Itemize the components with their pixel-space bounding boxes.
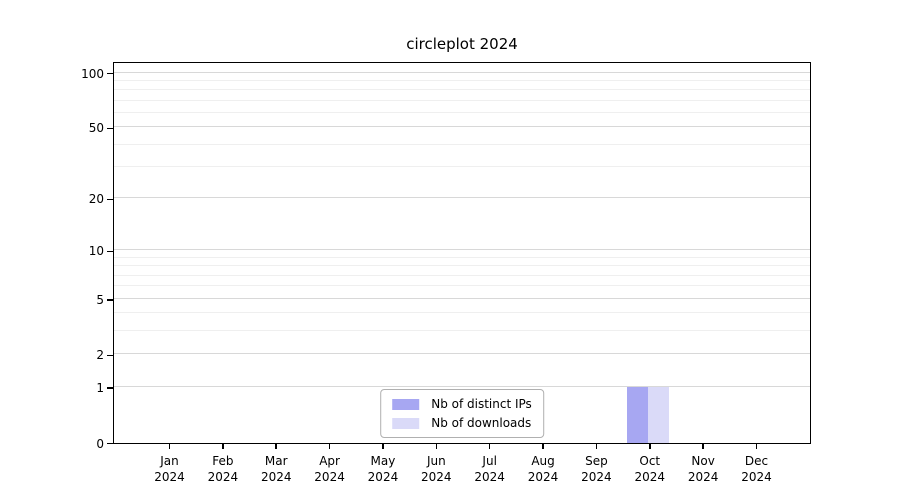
x-tick-mark bbox=[595, 443, 598, 449]
gridline-minor bbox=[114, 143, 810, 145]
y-tick-label: 5 bbox=[96, 292, 104, 307]
gridline-minor bbox=[114, 285, 810, 287]
gridline-minor bbox=[114, 330, 810, 332]
y-tick-mark bbox=[106, 442, 113, 445]
gridline-major bbox=[114, 197, 810, 199]
x-tick-month: Nov bbox=[691, 454, 715, 468]
x-tick-label: Mar 2024 bbox=[244, 453, 308, 485]
x-tick-year: 2024 bbox=[207, 470, 239, 484]
gridline-major bbox=[114, 126, 810, 128]
x-tick-label: Jun 2024 bbox=[404, 453, 468, 485]
x-tick-month: May bbox=[370, 454, 396, 468]
gridline-major bbox=[114, 385, 810, 387]
chart-title: circleplot 2024 bbox=[406, 35, 518, 53]
bar-nb-of-distinct-ips bbox=[627, 387, 649, 443]
legend-swatch-icon bbox=[392, 417, 420, 429]
x-tick-year: 2024 bbox=[421, 470, 452, 484]
legend: Nb of distinct IPs Nb of downloads bbox=[380, 389, 544, 438]
x-tick-year: 2024 bbox=[367, 470, 399, 484]
x-tick-mark bbox=[702, 443, 704, 449]
y-tick-label: 2 bbox=[96, 348, 104, 363]
gridline-major bbox=[114, 353, 810, 355]
x-tick-year: 2024 bbox=[687, 470, 719, 484]
plot-area: Nb of distinct IPs Nb of downloads 100 50 2… bbox=[81, 62, 811, 484]
x-tick-month: Sep bbox=[585, 454, 608, 468]
y-tick-label: 100 bbox=[81, 66, 104, 81]
x-tick-year: 2024 bbox=[741, 470, 772, 484]
y-tick-mark bbox=[106, 127, 113, 130]
y-tick-mark bbox=[106, 354, 113, 357]
y-tick-label: 1 bbox=[96, 380, 104, 395]
x-tick-month: Dec bbox=[744, 454, 769, 468]
y-tick-mark bbox=[106, 198, 113, 201]
legend-row: Nb of distinct IPs bbox=[392, 397, 532, 411]
x-tick-year: 2024 bbox=[474, 470, 505, 484]
x-tick-year: 2024 bbox=[314, 470, 345, 484]
x-tick-label: Dec 2024 bbox=[725, 453, 789, 485]
x-tick-month: Mar bbox=[264, 454, 288, 468]
gridline-minor bbox=[114, 166, 810, 168]
gridline-minor bbox=[114, 312, 810, 314]
x-tick-label: Jul 2024 bbox=[458, 453, 522, 485]
x-tick-label: Sep 2024 bbox=[564, 453, 628, 485]
x-tick-label: Jan 2024 bbox=[138, 453, 202, 485]
gridline-minor bbox=[114, 111, 810, 113]
y-tick-mark bbox=[106, 72, 113, 75]
x-tick-mark bbox=[382, 443, 384, 449]
gridline-minor bbox=[114, 79, 810, 81]
x-tick-month: Apr bbox=[319, 454, 340, 468]
gridline-major bbox=[114, 71, 810, 73]
gridline-major bbox=[114, 249, 810, 251]
gridline-minor bbox=[114, 256, 810, 258]
x-tick-month: Aug bbox=[531, 454, 555, 468]
x-tick-mark bbox=[275, 443, 277, 449]
x-tick-month: Jul bbox=[482, 454, 497, 468]
x-tick-year: 2024 bbox=[581, 470, 612, 484]
x-tick-month: Jun bbox=[426, 454, 446, 468]
x-tick-year: 2024 bbox=[527, 470, 559, 484]
x-tick-year: 2024 bbox=[634, 470, 666, 484]
x-tick-year: 2024 bbox=[154, 470, 185, 484]
legend-label: Nb of distinct IPs bbox=[431, 397, 532, 411]
x-tick-label: Nov 2024 bbox=[671, 453, 735, 485]
gridline-minor bbox=[114, 99, 810, 101]
x-tick-mark bbox=[168, 443, 171, 449]
x-tick-month: Oct bbox=[639, 454, 661, 468]
plot-inner bbox=[114, 63, 810, 443]
y-tick-mark bbox=[106, 387, 113, 389]
x-tick-mark bbox=[755, 443, 758, 449]
y-tick-label: 10 bbox=[88, 244, 104, 259]
x-tick-label: May 2024 bbox=[351, 453, 415, 485]
x-tick-mark bbox=[542, 443, 544, 449]
x-tick-month: Jan bbox=[160, 454, 179, 468]
legend-swatch-icon bbox=[392, 398, 420, 410]
legend-row: Nb of downloads bbox=[392, 416, 532, 430]
x-tick-year: 2024 bbox=[260, 470, 292, 484]
y-tick-label: 0 bbox=[96, 436, 104, 451]
y-tick-mark bbox=[106, 299, 113, 301]
gridline-major bbox=[114, 297, 810, 299]
x-tick-month: Feb bbox=[212, 454, 234, 468]
y-tick-label: 50 bbox=[88, 121, 104, 136]
bar-nb-of-downloads bbox=[648, 387, 670, 443]
y-tick-mark bbox=[106, 250, 113, 252]
gridline-minor bbox=[114, 89, 810, 91]
x-tick-label: Oct 2024 bbox=[618, 453, 682, 485]
gridline-minor bbox=[114, 265, 810, 267]
legend-label: Nb of downloads bbox=[431, 416, 532, 430]
x-tick-label: Feb 2024 bbox=[191, 453, 255, 485]
gridline-minor bbox=[114, 274, 810, 276]
x-tick-mark bbox=[488, 443, 491, 449]
x-tick-mark bbox=[328, 443, 331, 449]
x-tick-mark bbox=[435, 443, 438, 449]
x-tick-mark bbox=[222, 443, 224, 449]
x-tick-label: Aug 2024 bbox=[511, 453, 575, 485]
x-tick-mark bbox=[649, 443, 651, 449]
y-tick-label: 20 bbox=[88, 192, 104, 207]
x-tick-label: Apr 2024 bbox=[298, 453, 362, 485]
